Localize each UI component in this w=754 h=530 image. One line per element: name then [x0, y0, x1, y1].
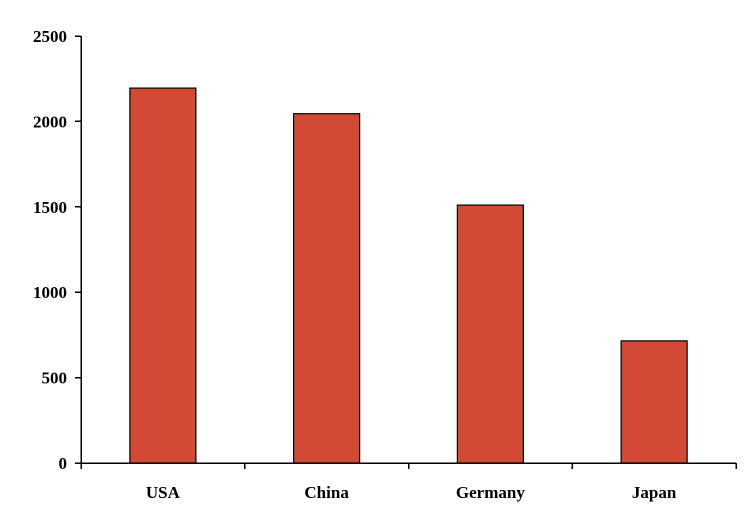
x-tick-label-germany: Germany [456, 483, 525, 502]
x-tick-label-china: China [304, 483, 349, 502]
y-tick-label: 1500 [33, 198, 67, 217]
bars-group [129, 87, 688, 464]
bar-germany [456, 204, 524, 464]
y-tick-label: 2500 [33, 27, 67, 46]
category-labels: USA China Germany Japan [146, 483, 677, 502]
x-tick-label-usa: USA [146, 483, 181, 502]
bar-japan [620, 340, 688, 464]
y-tick-label: 1000 [33, 283, 67, 302]
x-axis-ticks [80, 463, 737, 469]
bar-china [293, 113, 361, 464]
y-axis-ticks: 0 500 1000 1500 2000 2500 [33, 27, 81, 473]
y-tick-label: 2000 [33, 112, 67, 131]
x-tick-label-japan: Japan [632, 483, 677, 502]
y-tick-label: 0 [59, 454, 68, 473]
y-tick-label: 500 [42, 369, 68, 388]
bar-usa [129, 87, 197, 464]
